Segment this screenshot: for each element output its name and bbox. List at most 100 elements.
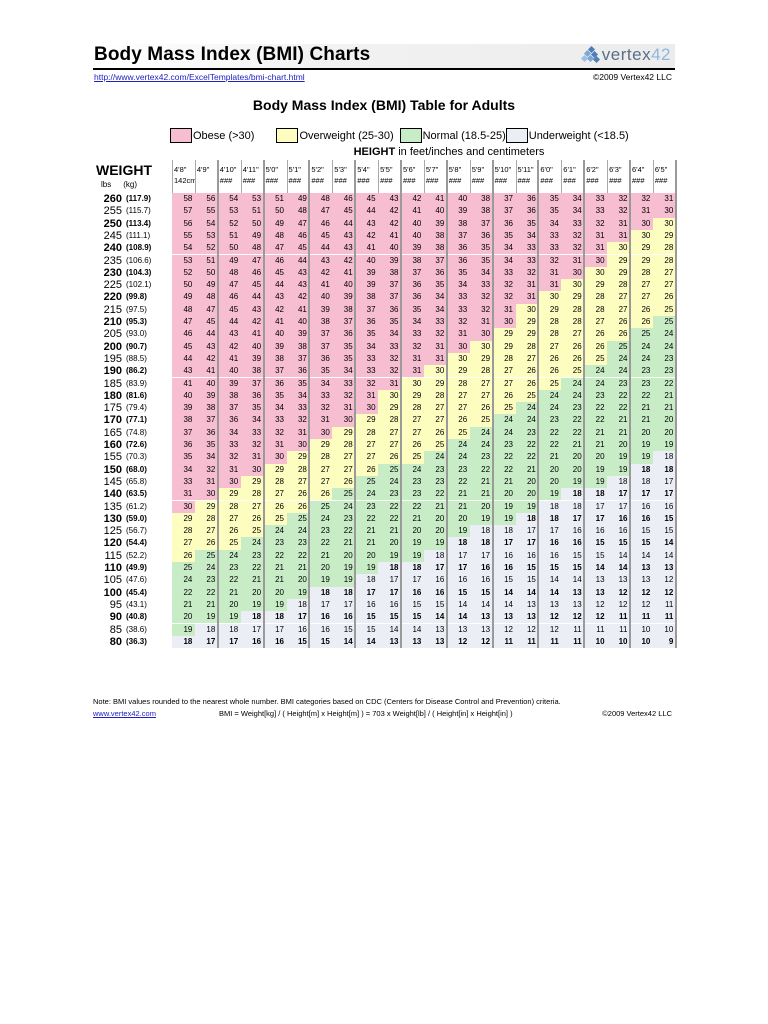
bmi-cell: 18 <box>469 525 494 538</box>
bmi-cell: 12 <box>561 611 585 624</box>
table-row: 95 (43.1) 21 21 20 19 19 18 17 17 16 16 15 15 14 14 14 13… <box>93 598 677 612</box>
bmi-cell: 44 <box>217 316 242 329</box>
bmi-cell: 39 <box>355 266 379 280</box>
bmi-cell: 25 <box>332 488 356 501</box>
bmi-cell: 44 <box>263 279 287 292</box>
bmi-cell: 34 <box>561 205 585 218</box>
bmi-cell: 25 <box>492 402 516 415</box>
weight-lbs: 220 <box>103 291 122 304</box>
weight-lbs: 260 <box>103 193 122 205</box>
bmi-cell: 34 <box>263 402 287 415</box>
bmi-cell: 41 <box>286 303 310 316</box>
bmi-cell: 46 <box>263 254 287 267</box>
bmi-cell: 20 <box>286 574 310 587</box>
bmi-cell: 38 <box>469 205 494 218</box>
bmi-cell: 12 <box>584 611 608 624</box>
bmi-cell: 18 <box>240 611 265 624</box>
bmi-cell: 35 <box>538 193 562 206</box>
bmi-cell: 34 <box>194 451 219 464</box>
bmi-cell: 26 <box>332 475 356 489</box>
weight-kg: (97.5) <box>126 304 147 314</box>
bmi-cell: 22 <box>378 512 402 526</box>
bmi-cell: 53 <box>194 229 219 243</box>
unit-lbs: lbs <box>101 180 112 189</box>
weight-lbs: 115 <box>104 549 122 562</box>
bmi-cell: 47 <box>194 303 219 316</box>
bmi-cell: 34 <box>446 279 471 292</box>
bmi-cell: 24 <box>469 426 494 439</box>
bmi-cell: 32 <box>538 254 562 267</box>
bmi-cell: 19 <box>309 574 333 587</box>
bmi-cell: 37 <box>492 205 516 218</box>
bmi-cell: 39 <box>194 389 219 403</box>
bmi-cell: 33 <box>446 303 471 316</box>
bmi-cell: 14 <box>538 586 562 599</box>
bmi-cell: 16 <box>309 623 333 636</box>
bmi-cell: 15 <box>652 525 677 538</box>
bmi-cell: 13 <box>584 586 608 599</box>
weight-kg: (59.0) <box>126 513 147 523</box>
column-divider <box>445 160 448 649</box>
bmi-cell: 29 <box>355 414 379 427</box>
height-column-header: 4'10" ### <box>217 160 241 193</box>
bmi-cell: 16 <box>286 623 310 636</box>
bmi-cell: 17 <box>469 549 494 562</box>
bmi-cell: 38 <box>378 266 402 280</box>
bmi-cell: 23 <box>561 402 585 415</box>
bmi-cell: 15 <box>630 525 654 538</box>
bmi-cell: 16 <box>630 512 654 526</box>
bmi-cell: 29 <box>172 512 196 526</box>
bmi-cell: 41 <box>309 279 333 292</box>
height-ft-in: 6'2" <box>586 165 599 174</box>
bmi-cell: 29 <box>515 316 539 329</box>
bmi-cell: 28 <box>584 303 608 316</box>
bmi-cell: 31 <box>446 328 471 341</box>
bmi-cell: 40 <box>401 229 425 243</box>
bmi-cell: 25 <box>423 439 448 452</box>
bmi-cell: 53 <box>240 193 265 206</box>
height-ft-in: 5'7" <box>425 165 439 174</box>
bmi-cell: 35 <box>309 365 333 378</box>
weight-lbs: 215 <box>103 303 122 316</box>
bmi-cell: 36 <box>194 426 219 439</box>
bmi-cell: 30 <box>423 365 448 378</box>
bmi-cell: 25 <box>607 340 631 353</box>
weight-kg: (83.9) <box>126 378 147 388</box>
bmi-cell: 38 <box>401 254 425 267</box>
bmi-cell: 22 <box>584 402 608 415</box>
bmi-cell: 30 <box>630 217 654 230</box>
bmi-cell: 28 <box>401 402 425 415</box>
bmi-cell: 23 <box>309 525 333 538</box>
weight-kg: (113.4) <box>126 218 151 228</box>
bmi-cell: 32 <box>194 463 219 476</box>
bmi-cell: 23 <box>652 365 677 378</box>
bmi-cell: 40 <box>332 279 356 292</box>
weight-lbs: 85 <box>109 623 122 636</box>
template-url-link[interactable]: http://www.vertex42.com/ExcelTemplates/b… <box>94 72 305 82</box>
height-cm: ### <box>586 176 599 185</box>
weight-lbs: 105 <box>103 574 122 587</box>
weight-kg: (93.0) <box>126 329 147 339</box>
table-row: 115 (52.2) 26 25 24 23 22 22 21 20 20 19 19 18 17 17 16 1… <box>93 549 677 562</box>
bmi-cell: 31 <box>607 229 631 243</box>
bmi-cell: 18 <box>561 500 585 513</box>
height-column-header: 6'4" ### <box>630 160 653 193</box>
bmi-cell: 20 <box>423 512 448 526</box>
bmi-cell: 44 <box>240 291 265 304</box>
bmi-cell: 37 <box>240 377 265 390</box>
bmi-cell: 41 <box>240 328 265 341</box>
bmi-cell: 23 <box>630 365 654 378</box>
bmi-cell: 18 <box>538 512 562 526</box>
weight-kg: (117.9) <box>126 194 151 203</box>
weight-kg: (95.3) <box>126 317 147 326</box>
bmi-cell: 34 <box>423 303 448 316</box>
bmi-cell: 48 <box>194 291 219 304</box>
bmi-cell: 42 <box>378 205 402 218</box>
height-column-header: 5'6" ### <box>401 160 424 193</box>
bmi-cell: 21 <box>584 439 608 452</box>
vertex42-site-link[interactable]: www.vertex42.com <box>93 709 156 718</box>
bmi-cell: 41 <box>172 377 196 390</box>
weight-lbs: 240 <box>103 242 122 255</box>
bmi-cell: 32 <box>446 316 471 329</box>
height-ft-in: 5'8" <box>448 165 462 174</box>
